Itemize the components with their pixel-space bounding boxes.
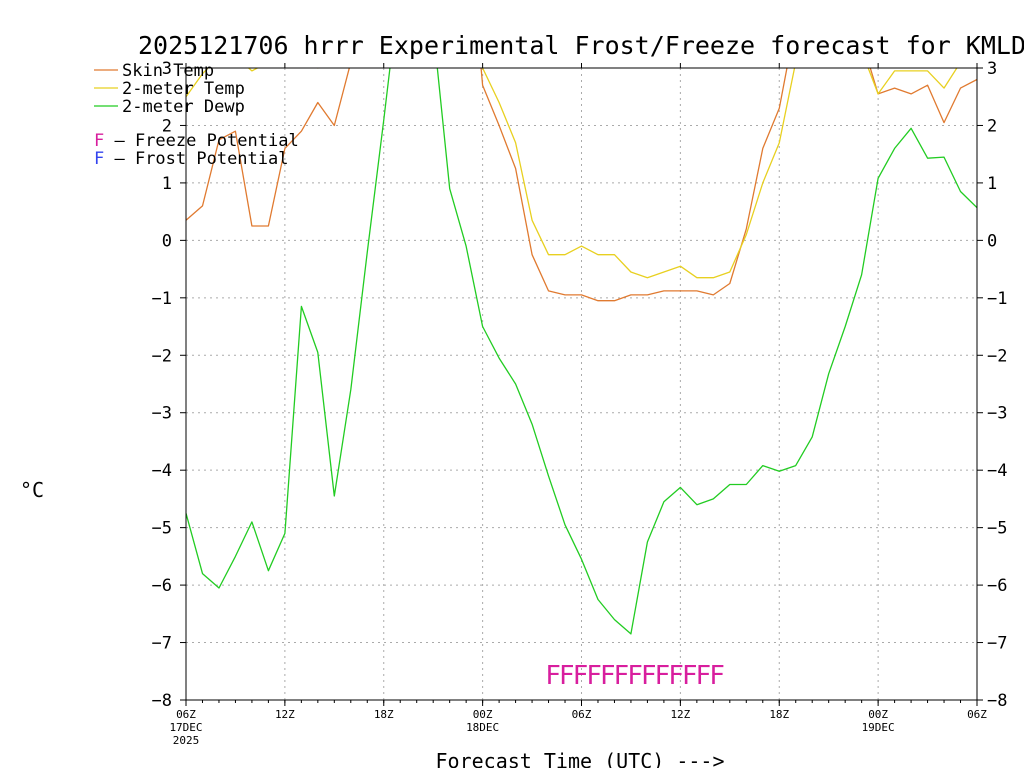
y-tick-label-right: 1 (987, 174, 997, 194)
y-tick-label-right: −7 (987, 634, 1007, 654)
x-tick-date: 17DEC (169, 721, 202, 734)
grid-lines (186, 68, 977, 700)
y-tick-label-right: −5 (987, 519, 1007, 539)
x-tick-label: 06Z (967, 708, 987, 721)
y-tick-label-right: 3 (987, 59, 997, 79)
y-tick-label-left: −5 (152, 519, 172, 539)
series-line-2-meter-dewp (186, 68, 977, 635)
y-tick-label-left: −1 (152, 289, 172, 309)
y-tick-label-right: 2 (987, 116, 997, 136)
legend-label-2-meter-dewp: 2-meter Dewp (122, 97, 245, 117)
legend-label-2-meter-temp: 2-meter Temp (122, 79, 245, 99)
y-tick-label-right: −4 (987, 461, 1007, 481)
x-tick-label: 18Z (374, 708, 394, 721)
y-tick-label-right: −3 (987, 404, 1007, 424)
legend-potential-label: – Frost Potential (104, 149, 288, 169)
y-tick-label-right: −8 (987, 691, 1007, 711)
axis-ticks: 3 3 2 2 1 1 0 0 −1 −1 −2 −2 −3 −3 −4 −4 −5 −5 −6 −6 −7 −7 −8 −8… (152, 59, 1008, 747)
freeze-potential-markers: FFFFFFFFFFFFF (545, 661, 725, 691)
y-tick-label-left: −2 (152, 346, 172, 366)
y-tick-label-left: −4 (152, 461, 172, 481)
y-tick-label-right: 0 (987, 231, 997, 251)
y-tick-label-left: −7 (152, 634, 172, 654)
chart-title: 2025121706 hrrr Experimental Frost/Freez… (138, 31, 1024, 60)
legend-label-skin-temp: Skin Temp (122, 61, 214, 81)
y-tick-label-left: 2 (162, 116, 172, 136)
y-tick-label-left: −8 (152, 691, 172, 711)
x-tick-date: 18DEC (466, 721, 499, 734)
x-tick-label: 18Z (769, 708, 789, 721)
x-tick-label: 12Z (670, 708, 690, 721)
y-axis-label: °C (20, 478, 44, 502)
x-tick-date: 19DEC (862, 721, 895, 734)
series-lines (186, 68, 977, 635)
y-tick-label-left: −6 (152, 576, 172, 596)
legend-frost-potential: F – Frost Potential (94, 149, 288, 169)
plot-frame (185, 67, 978, 701)
legend-potential-label: – Freeze Potential (104, 131, 298, 151)
y-tick-label-right: −6 (987, 576, 1007, 596)
y-tick-label-left: 1 (162, 174, 172, 194)
series-line-skin-temp (186, 68, 977, 302)
x-tick-label: 00Z (868, 708, 888, 721)
potential-markers: FFFFFFFFFFFFF (545, 661, 725, 691)
y-tick-label-left: 3 (162, 59, 172, 79)
legend-letter: F (94, 149, 104, 169)
x-tick-label: 12Z (275, 708, 295, 721)
y-tick-label-left: 0 (162, 231, 172, 251)
y-tick-label-left: −3 (152, 404, 172, 424)
series-line-2-meter-temp (186, 68, 958, 279)
y-tick-label-right: −1 (987, 289, 1007, 309)
x-tick-label: 00Z (473, 708, 493, 721)
legend-letter: F (94, 131, 104, 151)
x-tick-year: 2025 (173, 734, 200, 747)
y-tick-label-right: −2 (987, 346, 1007, 366)
x-tick-label: 06Z (176, 708, 196, 721)
x-axis-label: Forecast Time (UTC) ---> (436, 749, 725, 768)
x-tick-label: 06Z (572, 708, 592, 721)
legend-freeze-potential: F – Freeze Potential (94, 131, 299, 151)
